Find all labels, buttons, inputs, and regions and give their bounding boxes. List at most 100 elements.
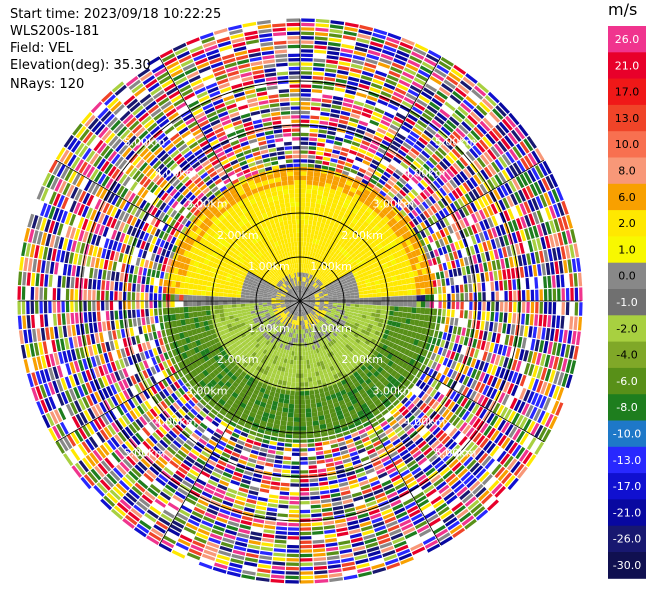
gate-cell xyxy=(301,296,305,300)
gate-cell xyxy=(363,66,376,73)
gate-cell xyxy=(31,199,40,214)
gate-cell xyxy=(301,285,303,291)
gate-cell xyxy=(287,274,291,280)
gate-cell xyxy=(237,246,243,253)
gate-cell xyxy=(294,272,297,278)
gate-cell xyxy=(348,121,358,128)
gate-cell xyxy=(314,230,319,236)
gate-cell xyxy=(557,288,561,301)
gate-cell xyxy=(319,208,325,214)
gate-cell xyxy=(286,233,290,239)
gate-cell xyxy=(327,130,336,136)
gate-cell xyxy=(290,106,300,110)
gate-cell xyxy=(273,289,278,293)
gate-cell xyxy=(215,283,221,288)
gate-cell xyxy=(207,53,221,61)
gate-cell xyxy=(381,139,391,147)
gate-cell xyxy=(398,268,405,275)
gate-cell xyxy=(327,255,333,261)
gate-cell xyxy=(350,298,355,301)
gate-cell xyxy=(241,291,246,295)
gate-cell xyxy=(417,269,423,276)
gate-cell xyxy=(220,238,227,246)
gate-cell xyxy=(438,294,442,301)
gate-cell xyxy=(469,292,473,301)
gate-cell xyxy=(115,141,126,153)
gate-cell xyxy=(281,284,286,289)
gate-cell xyxy=(134,218,142,228)
gate-cell xyxy=(405,63,419,72)
gate-cell xyxy=(159,75,172,85)
gate-cell xyxy=(519,173,529,187)
gate-cell xyxy=(491,260,497,271)
gate-cell xyxy=(74,289,79,301)
gate-cell xyxy=(371,199,379,207)
gate-cell xyxy=(289,193,295,199)
gate-cell xyxy=(225,254,232,260)
gate-cell xyxy=(439,219,446,229)
gate-cell xyxy=(51,339,57,353)
gate-cell xyxy=(259,104,270,110)
gate-cell xyxy=(241,272,248,277)
gate-cell xyxy=(217,214,225,222)
gate-cell xyxy=(344,22,359,28)
gate-cell xyxy=(338,155,347,161)
gate-cell xyxy=(388,265,395,272)
gate-cell xyxy=(380,53,394,61)
gate-cell xyxy=(455,231,462,241)
gate-cell xyxy=(337,159,346,165)
gate-cell xyxy=(178,387,186,396)
gate-cell xyxy=(320,236,325,242)
gate-cell xyxy=(141,115,152,126)
gate-cell xyxy=(343,138,352,145)
gate-cell xyxy=(385,212,394,220)
gate-cell xyxy=(269,271,274,276)
gate-cell xyxy=(162,308,167,315)
gate-cell xyxy=(570,287,574,301)
gate-cell xyxy=(289,273,293,279)
gate-cell xyxy=(448,116,460,127)
gate-cell xyxy=(495,105,507,117)
gate-cell xyxy=(208,194,216,201)
gate-cell xyxy=(142,222,150,232)
gate-cell xyxy=(220,266,226,272)
gate-cell xyxy=(185,191,193,199)
gate-cell xyxy=(223,360,230,367)
gate-cell xyxy=(223,304,228,309)
gate-cell xyxy=(107,424,117,436)
gate-cell xyxy=(258,303,263,306)
gate-cell xyxy=(154,308,158,316)
gate-cell xyxy=(229,339,236,345)
gate-cell xyxy=(78,145,89,158)
gate-cell xyxy=(343,97,354,104)
gate-cell xyxy=(334,267,340,272)
gate-cell xyxy=(405,154,415,163)
gate-cell xyxy=(564,274,569,288)
gate-cell xyxy=(342,188,350,195)
gate-cell xyxy=(297,290,299,295)
gate-cell xyxy=(230,247,237,253)
gate-cell xyxy=(203,275,209,281)
gate-cell xyxy=(336,292,342,296)
gate-cell xyxy=(262,55,275,60)
gate-cell xyxy=(252,69,264,75)
gate-cell xyxy=(301,62,313,66)
gate-cell xyxy=(232,192,240,200)
gate-cell xyxy=(280,303,285,305)
gate-cell xyxy=(400,75,413,84)
gate-cell xyxy=(34,245,40,259)
gate-cell xyxy=(85,454,96,467)
gate-cell xyxy=(240,294,246,298)
gate-cell xyxy=(319,254,323,260)
gate-cell xyxy=(94,123,106,136)
gate-cell xyxy=(288,184,295,190)
gate-cell xyxy=(433,249,439,257)
gate-cell xyxy=(269,320,275,325)
gate-cell xyxy=(275,222,281,228)
gate-cell xyxy=(237,313,243,318)
gate-cell xyxy=(295,286,298,291)
gate-cell xyxy=(252,280,258,285)
gate-cell xyxy=(317,280,322,285)
gate-cell xyxy=(302,259,305,264)
gate-cell xyxy=(308,292,313,295)
